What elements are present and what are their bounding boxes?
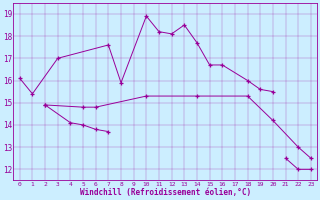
X-axis label: Windchill (Refroidissement éolien,°C): Windchill (Refroidissement éolien,°C) (80, 188, 251, 197)
